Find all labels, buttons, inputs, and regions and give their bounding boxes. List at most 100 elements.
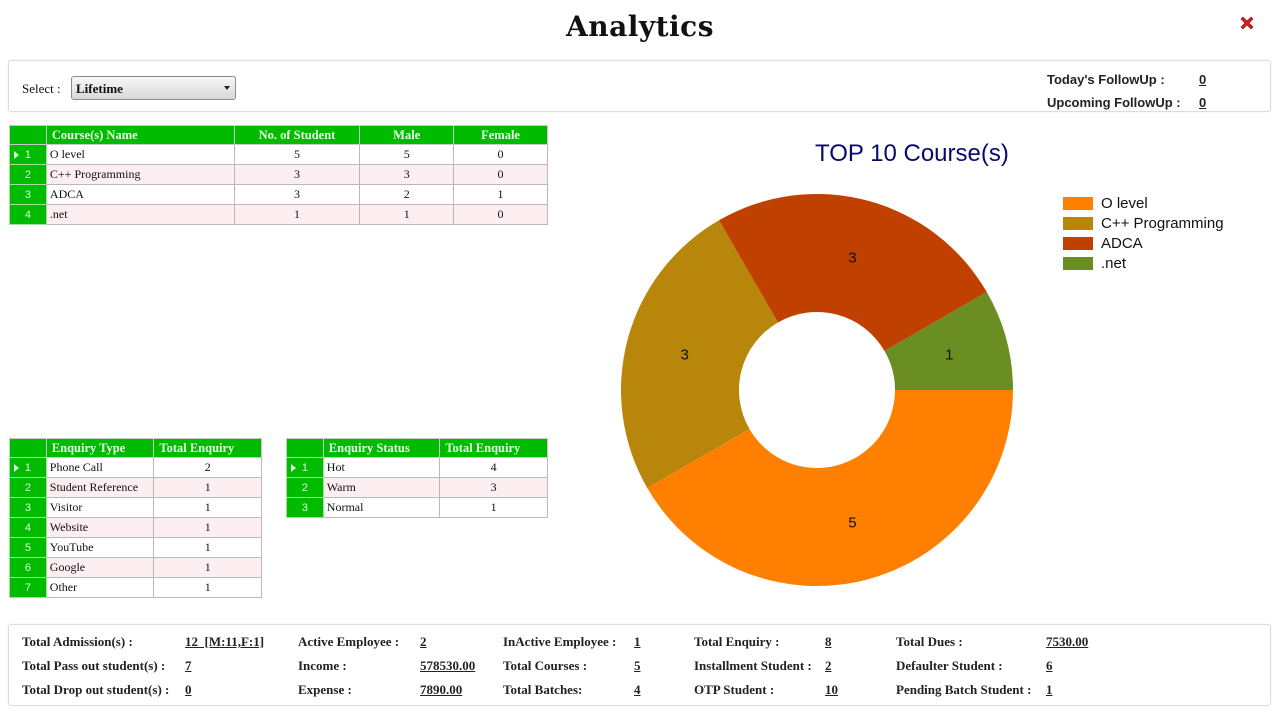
- table-row[interactable]: 3 Normal 1: [286, 497, 548, 518]
- courses-table: Course(s) Name No. of Student Male Femal…: [9, 125, 548, 225]
- table-row[interactable]: 3 Visitor 1: [9, 497, 262, 518]
- inactive-employee-link[interactable]: 1: [634, 634, 641, 649]
- expense-link[interactable]: 7890.00: [420, 682, 463, 697]
- row-index[interactable]: 1: [9, 144, 47, 165]
- column-header-index: [9, 125, 47, 145]
- expense-label: Expense :: [298, 682, 352, 697]
- active-employee-link[interactable]: 2: [420, 634, 427, 649]
- select-label: Select :: [22, 81, 61, 96]
- table-row[interactable]: 2 Warm 3: [286, 477, 548, 498]
- legend-label: ADCA: [1101, 234, 1143, 252]
- row-index[interactable]: 3: [286, 497, 324, 518]
- male-cell: 5: [359, 144, 455, 165]
- donut-slice: [647, 390, 1013, 586]
- enquiry-type-cell: Other: [45, 577, 155, 598]
- table-row[interactable]: 2 C++ Programming 3 3 0: [9, 164, 548, 185]
- close-icon[interactable]: [1238, 14, 1256, 32]
- table-row[interactable]: 3 ADCA 3 2 1: [9, 184, 548, 205]
- table-header-row: Enquiry Type Total Enquiry: [9, 438, 262, 458]
- row-index[interactable]: 2: [9, 477, 47, 498]
- legend-label: .net: [1101, 254, 1127, 272]
- female-cell: 1: [453, 184, 548, 205]
- row-index[interactable]: 6: [9, 557, 47, 578]
- course-name-cell: .net: [45, 204, 235, 225]
- upcoming-followup-link[interactable]: 0: [1199, 95, 1207, 110]
- students-cell: 1: [233, 204, 361, 225]
- row-index[interactable]: 7: [9, 577, 47, 598]
- donut-labels: 5 3 3 1: [680, 250, 953, 532]
- total-courses-link[interactable]: 5: [634, 658, 641, 673]
- column-header-enquiry-type[interactable]: Enquiry Type: [45, 438, 155, 458]
- total-admissions-link[interactable]: 12 [M:11,F:1]: [185, 634, 265, 649]
- course-name-cell: O level: [45, 144, 235, 165]
- donut-slice: [719, 194, 987, 351]
- female-cell: 0: [453, 144, 548, 165]
- income-link[interactable]: 578530.00: [420, 658, 476, 673]
- female-cell: 0: [453, 204, 548, 225]
- column-header-total-enquiry[interactable]: Total Enquiry: [153, 438, 262, 458]
- total-enquiry-link[interactable]: 8: [825, 634, 832, 649]
- row-index[interactable]: 3: [9, 184, 47, 205]
- top-courses-donut-chart: 5 3 3 1: [621, 194, 1013, 586]
- otp-student-link[interactable]: 10: [825, 682, 838, 697]
- column-header-female[interactable]: Female: [453, 125, 548, 145]
- table-row[interactable]: 6 Google 1: [9, 557, 262, 578]
- slice-data-label: 5: [848, 514, 856, 531]
- column-header-total-enquiry[interactable]: Total Enquiry: [439, 438, 548, 458]
- row-index[interactable]: 2: [9, 164, 47, 185]
- row-index[interactable]: 1: [286, 457, 324, 478]
- installment-student-label: Installment Student :: [694, 658, 812, 673]
- table-row[interactable]: 4 Website 1: [9, 517, 262, 538]
- total-enquiry-cell: 1: [153, 577, 262, 598]
- todays-followup-link[interactable]: 0: [1199, 72, 1207, 87]
- defaulter-student-link[interactable]: 6: [1046, 658, 1053, 673]
- row-index[interactable]: 1: [9, 457, 47, 478]
- enquiry-type-table: Enquiry Type Total Enquiry 1 Phone Call …: [9, 438, 262, 598]
- otp-student-label: OTP Student :: [694, 682, 775, 697]
- legend-swatch: [1063, 216, 1093, 230]
- enquiry-status-table: Enquiry Status Total Enquiry 1 Hot 4 2 W…: [286, 438, 548, 518]
- total-pass-out-link[interactable]: 7: [185, 658, 192, 673]
- period-select[interactable]: Lifetime: [71, 76, 236, 100]
- column-header-course-name[interactable]: Course(s) Name: [45, 125, 235, 145]
- students-cell: 3: [233, 164, 361, 185]
- table-row[interactable]: 1 Hot 4: [286, 457, 548, 478]
- income-label: Income :: [298, 658, 347, 673]
- course-name-cell: ADCA: [45, 184, 235, 205]
- total-enquiry-cell: 1: [153, 557, 262, 578]
- table-row[interactable]: 1 Phone Call 2: [9, 457, 262, 478]
- table-row[interactable]: 5 YouTube 1: [9, 537, 262, 558]
- row-index[interactable]: 4: [9, 204, 47, 225]
- total-batches-link[interactable]: 4: [634, 682, 641, 697]
- row-index[interactable]: 3: [9, 497, 47, 518]
- total-dues-link[interactable]: 7530.00: [1046, 634, 1089, 649]
- installment-student-link[interactable]: 2: [825, 658, 832, 673]
- column-header-enquiry-status[interactable]: Enquiry Status: [322, 438, 441, 458]
- page-title: Analytics: [565, 10, 714, 43]
- male-cell: 2: [359, 184, 455, 205]
- legend-swatch: [1063, 256, 1093, 270]
- table-row[interactable]: 4 .net 1 1 0: [9, 204, 548, 225]
- total-enquiry-cell: 2: [153, 457, 262, 478]
- legend-swatch: [1063, 196, 1093, 210]
- legend-swatch: [1063, 236, 1093, 250]
- enquiry-status-cell: Normal: [322, 497, 441, 518]
- pending-batch-student-link[interactable]: 1: [1046, 682, 1053, 697]
- slice-data-label: 1: [945, 347, 953, 364]
- table-row[interactable]: 2 Student Reference 1: [9, 477, 262, 498]
- todays-followup-label: Today's FollowUp :: [1047, 72, 1165, 87]
- table-row[interactable]: 1 O level 5 5 0: [9, 144, 548, 165]
- donut-slice: [621, 220, 778, 488]
- table-row[interactable]: 7 Other 1: [9, 577, 262, 598]
- students-cell: 3: [233, 184, 361, 205]
- row-index[interactable]: 5: [9, 537, 47, 558]
- female-cell: 0: [453, 164, 548, 185]
- row-index[interactable]: 2: [286, 477, 324, 498]
- followups: Today's FollowUp : 0 Upcoming FollowUp :…: [1047, 68, 1206, 114]
- legend-item-net: .net: [1063, 253, 1224, 273]
- row-index[interactable]: 4: [9, 517, 47, 538]
- chevron-down-icon: [224, 86, 230, 90]
- total-drop-out-link[interactable]: 0: [185, 682, 192, 697]
- column-header-no-of-student[interactable]: No. of Student: [233, 125, 361, 145]
- column-header-male[interactable]: Male: [359, 125, 455, 145]
